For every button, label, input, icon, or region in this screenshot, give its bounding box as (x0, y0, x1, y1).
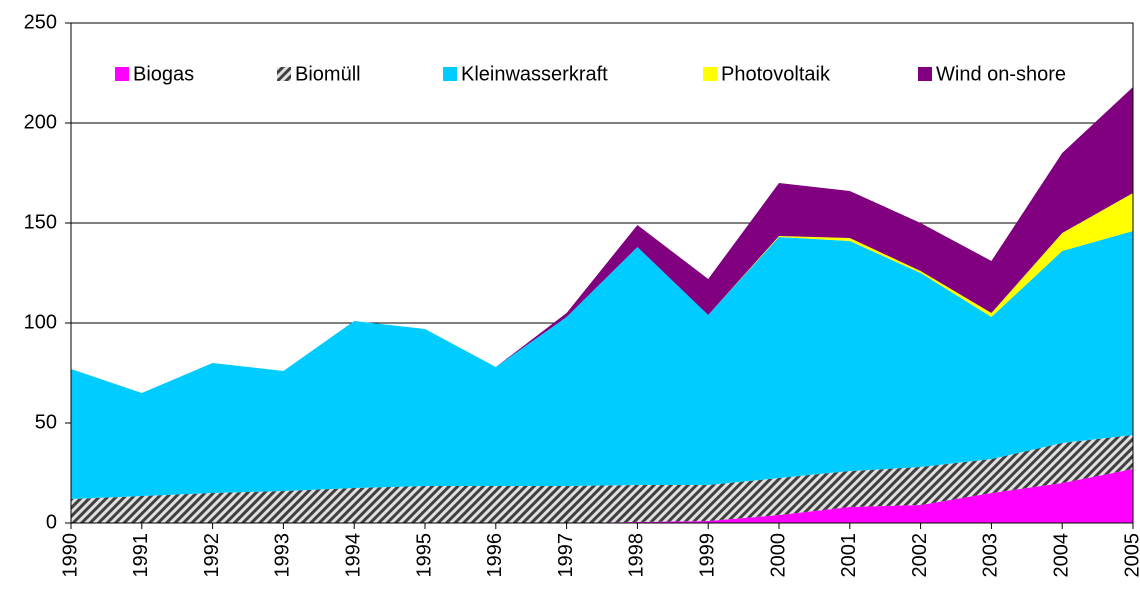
legend-swatch (443, 67, 457, 81)
area (71, 469, 1133, 523)
x-tick-label: 1998 (626, 533, 648, 578)
x-tick-label: 2000 (767, 533, 789, 578)
x-tick-label: 1999 (696, 533, 718, 578)
x-tick-label: 2001 (838, 533, 860, 578)
x-tick-label: 2003 (980, 533, 1002, 578)
x-tick-label: 1990 (59, 533, 81, 578)
legend-swatch (703, 67, 717, 81)
legend-label: Kleinwasserkraft (461, 63, 608, 85)
legend-label: Photovoltaik (721, 63, 831, 85)
y-tick-label: 150 (24, 211, 57, 233)
plot-frame (70, 22, 1134, 524)
x-tick-label: 1997 (555, 533, 577, 578)
legend-label: Biogas (133, 63, 194, 85)
x-tick-label: 2004 (1050, 533, 1072, 578)
legend-label: Wind on-shore (936, 63, 1066, 85)
x-tick-label: 1996 (484, 533, 506, 578)
x-tick-label: 1995 (413, 533, 435, 578)
x-tick-label: 1994 (342, 533, 364, 578)
y-tick-label: 200 (24, 111, 57, 133)
y-tick-label: 50 (35, 411, 57, 433)
legend-swatch (277, 67, 291, 81)
x-tick-label: 1992 (201, 533, 223, 578)
x-tick-label: 2005 (1121, 533, 1140, 578)
x-tick-label: 1991 (130, 533, 152, 578)
legend-swatch (115, 67, 129, 81)
x-tick-label: 2002 (909, 533, 931, 578)
area (71, 231, 1133, 499)
x-tick-label: 1993 (272, 533, 294, 578)
area (71, 435, 1133, 523)
area (71, 87, 1133, 393)
y-tick-label: 250 (24, 11, 57, 33)
legend-swatch (918, 67, 932, 81)
y-tick-label: 0 (46, 511, 57, 533)
legend-label: Biomüll (295, 63, 361, 85)
y-tick-label: 100 (24, 311, 57, 333)
